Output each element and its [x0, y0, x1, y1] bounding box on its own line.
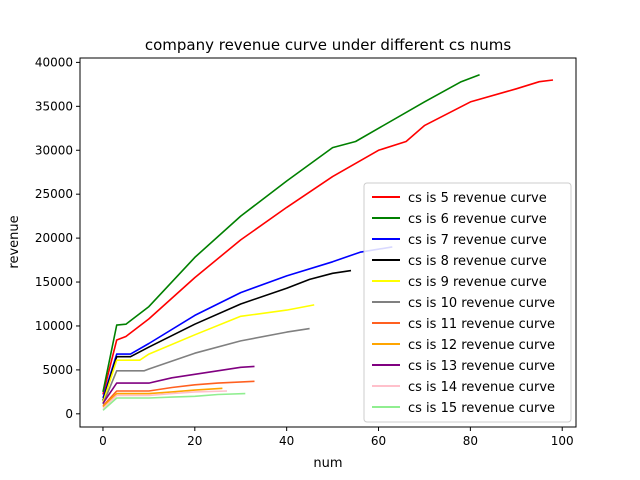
x-tick-label-4: 80 [463, 434, 478, 448]
series-line-1 [102, 73, 480, 393]
series-layer [102, 73, 554, 411]
legend-label-2: cs is 7 revenue curve [408, 233, 547, 248]
y-tick-label-3: 15000 [35, 275, 73, 289]
legend-label-4: cs is 9 revenue curve [408, 275, 547, 290]
x-tick-label-5: 100 [551, 434, 574, 448]
legend-label-6: cs is 11 revenue curve [408, 317, 555, 332]
legend-box [363, 182, 572, 423]
legend-label-5: cs is 10 revenue curve [408, 296, 555, 311]
legend-label-1: cs is 6 revenue curve [408, 212, 547, 227]
chart-title: company revenue curve under different cs… [145, 36, 512, 54]
series-line-0 [102, 79, 554, 395]
series-line-3 [102, 269, 352, 401]
legend: cs is 5 revenue curve cs is 6 revenue cur… [363, 182, 572, 423]
y-tick-label-0: 0 [65, 407, 73, 421]
series-line-7 [102, 387, 223, 408]
legend-label-8: cs is 13 revenue curve [408, 359, 555, 374]
legend-label-9: cs is 14 revenue curve [408, 380, 555, 395]
y-axis: 0 5000 10000 15000 20000 25000 30000 35000 40000 [35, 55, 80, 421]
x-tick-label-0: 0 [99, 434, 107, 448]
legend-label-10: cs is 15 revenue curve [408, 401, 555, 416]
x-tick-label-2: 40 [279, 434, 294, 448]
x-tick-label-3: 60 [371, 434, 386, 448]
y-axis-label: revenue [7, 215, 22, 268]
series-line-8 [102, 365, 255, 404]
y-tick-label-1: 5000 [42, 363, 73, 377]
y-tick-label-2: 10000 [35, 319, 73, 333]
series-line-4 [102, 304, 315, 403]
x-axis-label: num [313, 456, 342, 471]
y-tick-label-7: 35000 [35, 99, 73, 113]
legend-label-3: cs is 8 revenue curve [408, 254, 547, 269]
series-line-6 [102, 380, 255, 407]
y-tick-label-8: 40000 [35, 55, 73, 69]
legend-label-0: cs is 5 revenue curve [408, 191, 547, 206]
x-tick-label-1: 20 [187, 434, 202, 448]
series-line-10 [102, 392, 246, 411]
y-tick-label-4: 20000 [35, 231, 73, 245]
y-tick-label-6: 30000 [35, 143, 73, 157]
plot-frame [79, 57, 577, 428]
legend-label-7: cs is 12 revenue curve [408, 338, 555, 353]
series-line-9 [102, 390, 228, 410]
y-tick-label-5: 25000 [35, 187, 73, 201]
series-line-5 [102, 327, 310, 405]
series-line-2 [102, 246, 393, 399]
x-axis: 0 20 40 60 80 100 [99, 427, 574, 448]
